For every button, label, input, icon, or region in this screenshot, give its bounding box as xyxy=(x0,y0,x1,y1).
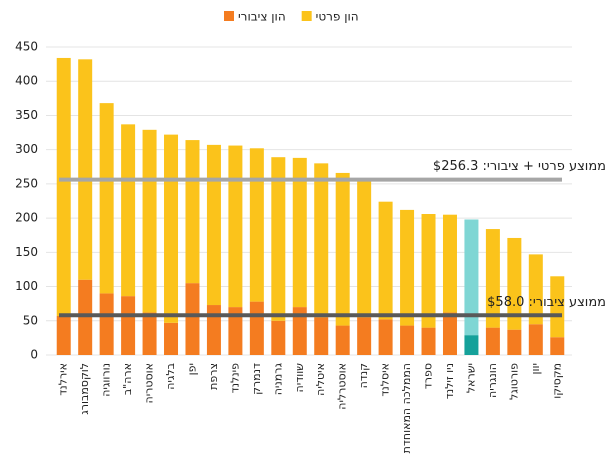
y-tick-label: 350 xyxy=(15,108,38,122)
bar-segment xyxy=(142,312,157,355)
bar-segment xyxy=(335,172,350,326)
bar-segment xyxy=(421,214,436,328)
x-tick-label: צרפת xyxy=(207,363,220,390)
y-tick-label: 200 xyxy=(15,211,38,225)
x-tick-label: יוון xyxy=(529,363,542,374)
x-tick-label: ניו זילנד xyxy=(443,363,456,399)
bar-segment xyxy=(528,324,543,355)
bar-segment xyxy=(206,144,221,306)
x-tick-label: פינלנד xyxy=(228,363,241,394)
y-tick-label: 250 xyxy=(15,176,38,190)
bar-segment xyxy=(357,179,372,318)
bar-segment xyxy=(314,317,329,355)
x-tick-label: קנדה xyxy=(357,363,370,388)
x-tick-label: יפן xyxy=(185,363,198,375)
bar-segment xyxy=(228,145,243,308)
bar-segment xyxy=(249,148,264,302)
y-tick-label: 150 xyxy=(15,245,38,259)
bar-segment xyxy=(185,140,200,284)
x-tick-label: דנמרק xyxy=(250,363,263,395)
bar-segment xyxy=(164,322,179,355)
bar-segment xyxy=(292,157,307,308)
bar-segment xyxy=(78,279,93,355)
x-tick-label: ארה"ב xyxy=(121,363,134,395)
x-tick-label: לוקסמבורג xyxy=(78,363,91,415)
bar-segment xyxy=(464,219,479,336)
bar-segment xyxy=(185,283,200,355)
bar-segment xyxy=(249,301,264,355)
y-tick-label: 400 xyxy=(15,74,38,88)
y-tick-label: 0 xyxy=(30,348,38,362)
x-tick-label: נורווגיה xyxy=(100,363,113,397)
legend-swatch xyxy=(301,11,312,21)
bar-segment xyxy=(271,320,286,355)
x-tick-label: גרמניה xyxy=(271,363,284,396)
bar-segment xyxy=(314,163,329,318)
x-tick-label: אוסטריה xyxy=(143,363,156,403)
reference-label: ממוצע פרטי + ציבורי: $256.3 xyxy=(433,159,606,174)
y-tick-label: 50 xyxy=(23,313,38,327)
x-tick-label: בלגיה xyxy=(164,363,177,390)
bar-segment xyxy=(442,312,457,355)
x-tick-label: אוסטרליה xyxy=(336,363,349,410)
bar-segment xyxy=(485,327,500,355)
bar-segment xyxy=(164,134,179,323)
bar-segment xyxy=(442,214,457,313)
bar-segment xyxy=(378,201,393,320)
x-tick-label: איטליה xyxy=(314,363,327,396)
bar-segment xyxy=(99,103,114,294)
x-tick-label: הונגריה xyxy=(486,363,499,398)
bar-segment xyxy=(357,317,372,355)
bar-segment xyxy=(335,325,350,355)
x-tick-label: אירלנד xyxy=(57,363,70,396)
x-tick-label: ספרד xyxy=(422,363,435,389)
x-tick-label: מקסיקו xyxy=(550,363,563,399)
bar-segment xyxy=(228,307,243,355)
bar-segment xyxy=(421,327,436,355)
legend-label: הון ציבורי xyxy=(238,10,286,24)
x-tick-label: שוודיה xyxy=(293,363,306,393)
x-tick-label: הממלכה המאוחדת xyxy=(400,363,413,453)
bar-segment xyxy=(550,337,565,355)
bar-segment xyxy=(56,57,71,316)
bar-segment xyxy=(56,315,71,355)
legend-swatch xyxy=(224,11,234,21)
bar-segment xyxy=(378,319,393,355)
bar-segment xyxy=(271,157,286,321)
bar-segment xyxy=(507,329,522,355)
bar-segment xyxy=(142,129,157,313)
bar-segment xyxy=(400,325,415,355)
y-tick-label: 450 xyxy=(15,40,38,54)
bar-segment xyxy=(528,254,543,325)
legend-label: הון פרטי xyxy=(316,10,359,24)
reference-label: ממוצע ציבורי: $58.0 xyxy=(487,295,606,310)
bar-segment xyxy=(485,229,500,328)
bar-segment xyxy=(507,237,522,330)
bar-segment xyxy=(400,209,415,326)
bar-segment xyxy=(464,335,479,355)
x-tick-label: פורטוגל xyxy=(507,363,520,400)
bar-segment xyxy=(550,276,565,338)
bar-segment xyxy=(121,296,136,355)
x-tick-label: איסלנד xyxy=(379,363,392,397)
bar-segment xyxy=(99,293,114,355)
bar-segment xyxy=(292,307,307,355)
bar-segment xyxy=(121,124,136,297)
y-tick-label: 300 xyxy=(15,142,38,156)
bar-segment xyxy=(78,59,93,280)
y-tick-label: 100 xyxy=(15,279,38,293)
x-tick-label: ישראל xyxy=(464,363,477,393)
bar-segment xyxy=(206,305,221,355)
